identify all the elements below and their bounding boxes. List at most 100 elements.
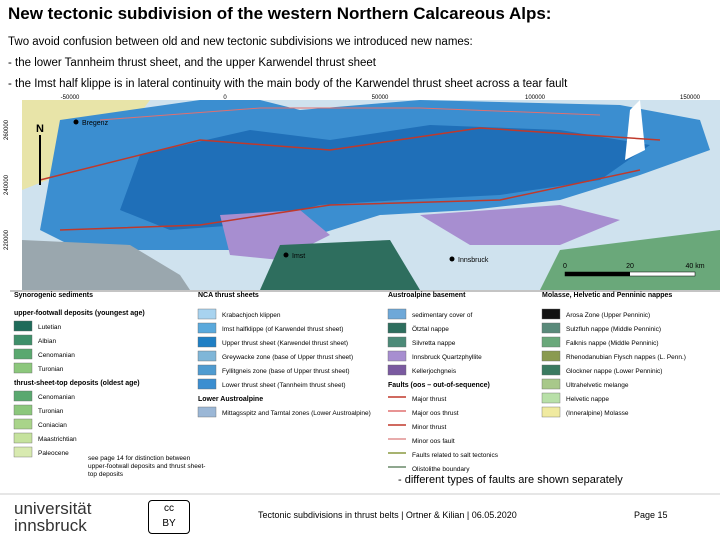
- legend-label: Ötztal nappe: [412, 325, 449, 333]
- logo: universität innsbruck: [14, 500, 91, 534]
- legend-subheading: Lower Austroalpine: [198, 396, 263, 403]
- legend-swatch: [541, 336, 561, 348]
- scale-label: 40 km: [685, 263, 704, 270]
- legend-swatch: [541, 378, 561, 390]
- scale-label: 20: [626, 263, 634, 270]
- legend-label: Ultrahelvetic melange: [566, 382, 629, 389]
- legend-swatch: [541, 322, 561, 334]
- legend-label: Rhenodanubian Flysch nappes (L. Penn.): [566, 354, 686, 361]
- place-marker: [449, 256, 455, 262]
- text-line: - the Imst half klippe is in lateral con…: [8, 78, 568, 90]
- legend-label: Mittagsspitz and Tarntal zones (Lower Au…: [222, 410, 371, 417]
- legend-swatch: [197, 308, 217, 320]
- lake: [625, 100, 645, 160]
- legend-label: Fyllitgneis zone (base of Upper thrust s…: [222, 368, 350, 375]
- legend-label: Lutetian: [38, 324, 62, 331]
- x-coord-label: -50000: [61, 95, 80, 101]
- legend-swatch: [387, 308, 407, 320]
- legend-swatch: [387, 336, 407, 348]
- legend-swatch: [197, 322, 217, 334]
- legend-label: Coniacian: [38, 422, 67, 429]
- legend-label: Krabachjoch klippen: [222, 312, 281, 319]
- legend-label: Glockner nappe (Lower Penninic): [566, 368, 662, 375]
- legend-heading: Molasse, Helvetic and Penninic nappes: [542, 292, 672, 299]
- legend-label: Greywacke zone (base of Upper thrust she…: [222, 354, 353, 361]
- legend-label: Kellerjochgneis: [412, 368, 457, 375]
- scale-label: 0: [563, 263, 567, 270]
- upper-thrust-sheet: [120, 125, 650, 230]
- fault: [59, 169, 641, 231]
- place-label: Innsbruck: [458, 257, 489, 264]
- legend-label: Falknis nappe (Middle Penninic): [566, 340, 659, 347]
- page-number: Page 15: [634, 510, 668, 520]
- legend-label: Major oos thrust: [412, 410, 459, 417]
- legend-label: Maastrichtian: [38, 436, 77, 443]
- legend-label: Imst halfklippe (of Karwendel thrust she…: [222, 326, 343, 333]
- legend-heading: Synorogenic sediments: [14, 292, 93, 299]
- legend-subheading: thrust-sheet-top deposits (oldest age): [14, 380, 140, 387]
- oetztal: [260, 240, 420, 290]
- y-coord-label: 260000: [4, 119, 10, 140]
- legend-label: Olistolithe boundary: [412, 466, 470, 473]
- legend-swatch: [541, 308, 561, 320]
- legend-swatch: [13, 348, 33, 360]
- legend-label: Upper thrust sheet (Karwendel thrust she…: [222, 340, 348, 347]
- scale-bar-segment: [565, 272, 630, 276]
- legend-label: Turonian: [38, 408, 64, 415]
- x-coord-label: 150000: [680, 95, 701, 101]
- legend-label: Sulzfluh nappe (Middle Penninic): [566, 326, 661, 333]
- legend-label: Silvretta nappe: [412, 340, 456, 347]
- legend-label: Helvetic nappe: [566, 396, 609, 403]
- legend-swatch: [387, 364, 407, 376]
- legend-swatch: [541, 364, 561, 376]
- place-marker: [73, 119, 79, 125]
- legend-swatch: [13, 446, 33, 458]
- legend-swatch: [387, 350, 407, 362]
- text-line: Two avoid confusion between old and new …: [8, 36, 473, 48]
- place-label: Bregenz: [82, 120, 109, 127]
- citation: Tectonic subdivisions in thrust belts | …: [258, 510, 517, 520]
- legend-heading: NCA thrust sheets: [198, 292, 259, 299]
- x-coord-label: 50000: [372, 95, 389, 101]
- legend-swatch: [541, 392, 561, 404]
- legend-swatch: [13, 390, 33, 402]
- legend-swatch: [541, 406, 561, 418]
- legend-swatch: [197, 378, 217, 390]
- legend-label: Faults related to salt tectonics: [412, 452, 499, 459]
- fault: [99, 107, 601, 121]
- legend-swatch: [541, 350, 561, 362]
- silvretta: [22, 240, 190, 290]
- quartzphyllite: [420, 205, 620, 245]
- legend-label: Minor oos fault: [412, 438, 455, 445]
- place-marker: [283, 252, 289, 258]
- logo-text: innsbruck: [14, 516, 87, 535]
- legend-swatch: [13, 432, 33, 444]
- legend-swatch: [197, 364, 217, 376]
- legend-label: Paleocene: [38, 450, 69, 457]
- y-coord-label: 240000: [4, 174, 10, 195]
- license-text: cc: [164, 503, 174, 514]
- legend-label: Arosa Zone (Upper Penninic): [566, 312, 650, 319]
- title: New tectonic subdivision of the western …: [8, 4, 552, 23]
- license-text: BY: [162, 518, 176, 529]
- legend-swatch: [13, 404, 33, 416]
- legend-subheading: upper-footwall deposits (youngest age): [14, 310, 145, 317]
- text-line: - the lower Tannheim thrust sheet, and t…: [8, 57, 377, 69]
- north-label: N: [36, 123, 44, 135]
- logo-text: universität: [14, 499, 92, 518]
- fault: [39, 127, 661, 181]
- legend-swatch: [13, 362, 33, 374]
- note: see page 14 for distinction between uppe…: [88, 455, 206, 478]
- license: cc BY: [148, 500, 190, 534]
- legend-label: Innsbruck Quartzphyllite: [412, 354, 482, 361]
- remark: - different types of faults are shown se…: [398, 474, 623, 486]
- legend-swatch: [13, 320, 33, 332]
- x-coord-label: 0: [223, 95, 227, 101]
- legend-label: Cenomanian: [38, 394, 75, 401]
- legend-swatch: [197, 336, 217, 348]
- legend-label: Lower thrust sheet (Tannheim thrust shee…: [222, 382, 346, 389]
- legend-swatch: [13, 334, 33, 346]
- legend-label: Cenomanian: [38, 352, 75, 359]
